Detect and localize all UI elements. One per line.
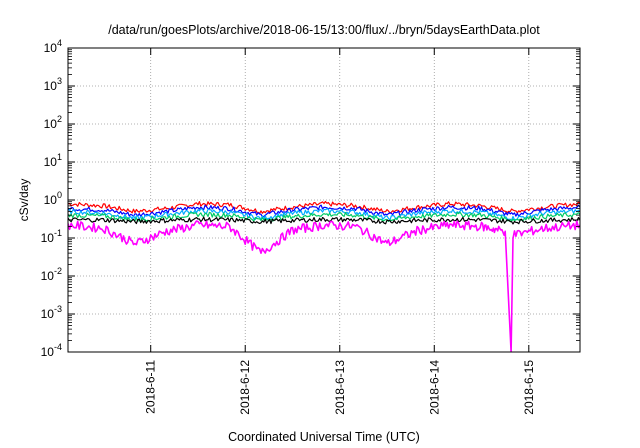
y-tick-label: 103 <box>44 76 62 93</box>
y-axis: 10-4 10-3 10-2 10-1 100 101 102 103 104 <box>41 38 580 359</box>
y-axis-label: cSv/day <box>17 179 31 222</box>
y-tick-label: 10-1 <box>41 228 62 245</box>
y-tick-label: 10-2 <box>41 266 62 283</box>
x-axis-label: Coordinated Universal Time (UTC) <box>228 430 420 444</box>
x-tick-label: 2018-6-13 <box>333 360 347 415</box>
series-line-6 <box>68 220 580 352</box>
y-tick-label: 10-3 <box>41 304 62 321</box>
series-line-3 <box>68 208 580 221</box>
y-tick-label: 100 <box>44 190 62 207</box>
y-tick-label: 101 <box>44 152 62 169</box>
x-tick-label: 2018-6-14 <box>427 360 441 415</box>
series-line-2 <box>68 204 580 218</box>
x-tick-label: 2018-6-15 <box>522 360 536 415</box>
chart-title: /data/run/goesPlots/archive/2018-06-15/1… <box>108 23 540 37</box>
x-tick-label: 2018-6-11 <box>144 360 158 414</box>
y-tick-label: 10-4 <box>41 342 62 359</box>
series-group <box>68 200 580 352</box>
grid <box>68 48 580 352</box>
series-line-5 <box>68 216 580 225</box>
series-line-4 <box>68 211 580 222</box>
x-axis: 2018-6-11 2018-6-12 2018-6-13 2018-6-14 2018… <box>144 48 536 415</box>
x-tick-label: 2018-6-12 <box>238 360 252 415</box>
y-tick-label: 104 <box>44 38 62 55</box>
y-tick-label: 102 <box>44 114 62 131</box>
series-line-1 <box>68 200 580 214</box>
